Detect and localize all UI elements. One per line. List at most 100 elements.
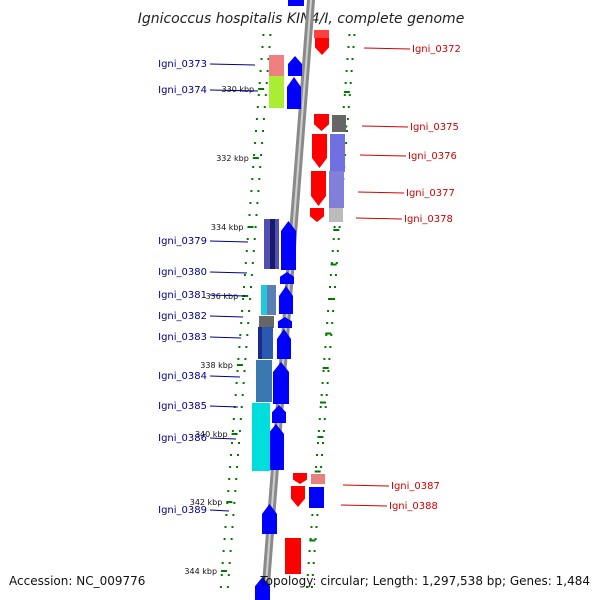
guide-dot [264,94,267,96]
scale-tick-label: 330 kbp [222,85,255,94]
guide-dot [244,262,247,264]
minor-tick [325,332,332,335]
label-leader-line [209,437,237,440]
guide-dot [239,418,242,420]
gene-arrow-forward [277,329,291,359]
minor-tick [322,367,329,369]
gene-label-forward: Igni_0379 [158,236,207,247]
guide-dot [268,46,271,48]
minor-tick [317,436,324,438]
label-leader-line [209,375,241,378]
guide-dot [322,430,325,432]
guide-dot [329,286,331,288]
genome-summary-text: Topology: circular; Length: 1,297,538 bp… [260,574,590,588]
guide-dot [345,70,348,72]
gene-labels: Igni_0373 Igni_0374 Igni_0379 Igni_0380 Igni… [158,44,461,516]
guide-dot [322,442,324,444]
guide-dot [245,346,248,348]
guide-dot [336,250,339,252]
guide-dot [257,190,260,192]
guide-dot [245,250,248,252]
guide-dot [321,382,324,384]
guide-dot [261,46,264,48]
guide-dot [348,94,351,96]
gene-arrow-forward [272,405,286,423]
guide-dot [334,286,336,288]
gene-arrow-forward [279,286,293,314]
guide-dot [238,430,241,432]
guide-dot [317,442,319,444]
gene-feature-box [329,208,343,222]
guide-dot [343,94,346,96]
guide-dot [320,394,323,396]
guide-dot [321,454,323,456]
guide-dot [311,514,314,516]
guide-dot [346,58,349,60]
gene-feature-box [285,538,301,574]
guide-dot [330,334,333,336]
guide-dot [324,406,327,408]
gene-arrow-reverse [315,36,329,55]
guide-dot [344,82,347,84]
guide-dot [243,286,245,288]
minor-tick [309,539,316,542]
guide-dot [229,550,232,552]
guide-dot [237,454,239,456]
guide-dot [316,514,319,516]
gene-feature-box [270,219,275,269]
gene-arrow-forward [268,424,284,470]
scale-tick-label: 336 kbp [206,292,239,301]
label-leader-line [357,191,405,194]
guide-dot [231,430,234,432]
label-leader-line [209,294,246,297]
guide-dot [342,106,345,108]
scale-tick-label: 332 kbp [216,154,249,163]
scale-tick [242,295,249,297]
gene-label-reverse: Igni_0376 [408,151,457,162]
guide-dot [234,394,237,396]
gene-label-forward: Igni_0381 [158,290,207,301]
guide-dot [253,154,256,156]
label-leader-line [209,63,256,66]
label-leader-line [209,336,242,339]
guide-dot [305,586,308,588]
guide-dot [310,586,313,588]
scale-tick [221,570,228,572]
guide-dot [230,538,233,540]
label-leader-line [361,125,409,128]
scale-tick-label: 334 kbp [211,223,244,232]
guide-dot [258,178,261,180]
label-leader-line [209,315,244,318]
gene-label-forward: Igni_0389 [158,505,207,516]
guide-dot [228,478,231,480]
guide-dot [232,418,235,420]
label-leader-line [209,405,239,408]
guide-dot [223,538,226,540]
gene-arrow-forward [255,577,270,600]
guide-dot [252,166,255,168]
gene-feature-box [259,316,274,328]
guide-dot [328,358,331,360]
guide-dot [349,82,352,84]
guide-dot [260,154,263,156]
label-leader-line [209,271,248,274]
scale-ticks: 330 kbp 332 kbp 334 kbp 336 kbp 338 kbp 340 k… [184,85,350,576]
guide-dot [240,406,243,408]
guide-dot [220,574,223,576]
guide-dot [222,550,225,552]
guide-dot [329,274,332,276]
gene-feature-box [256,360,272,402]
guide-dot [329,346,332,348]
scale-tick-label: 338 kbp [200,361,233,370]
guide-dot [237,358,240,360]
gene-feature-box [329,171,344,208]
gene-feature-box [309,487,324,508]
guide-dot [337,238,340,240]
guide-dot [327,370,330,372]
gene-feature-box [261,285,267,315]
guide-dot [254,226,257,228]
gene-label-reverse: Igni_0375 [410,122,459,133]
guide-dot [308,550,311,552]
minor-tick [328,298,334,300]
